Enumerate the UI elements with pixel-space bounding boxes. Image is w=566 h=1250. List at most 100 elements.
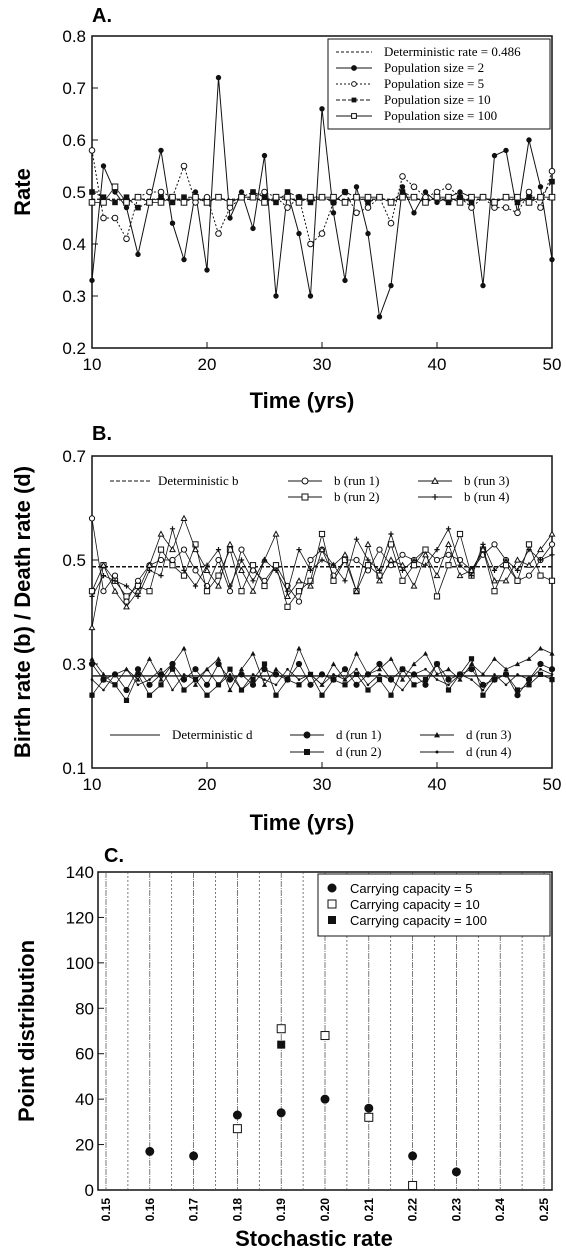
data-point bbox=[112, 578, 118, 584]
data-point bbox=[295, 577, 303, 584]
data-point bbox=[378, 673, 381, 676]
x-tick-label: 0.16 bbox=[143, 1198, 157, 1222]
x-tick-label: 10 bbox=[83, 775, 102, 794]
panel-a-series bbox=[88, 74, 556, 320]
data-point bbox=[100, 163, 107, 169]
data-point bbox=[100, 671, 107, 677]
data-point bbox=[525, 199, 533, 206]
data-point bbox=[388, 531, 394, 537]
data-point bbox=[502, 562, 510, 569]
data-point bbox=[180, 514, 188, 521]
data-point bbox=[550, 673, 554, 676]
data-point bbox=[503, 557, 509, 563]
data-point bbox=[526, 547, 532, 553]
data-point bbox=[134, 587, 142, 594]
data-point bbox=[353, 193, 360, 201]
data-point bbox=[364, 540, 372, 547]
data-point bbox=[318, 545, 326, 553]
data-point bbox=[146, 567, 153, 573]
data-point bbox=[284, 193, 291, 201]
data-point bbox=[537, 545, 544, 553]
data-point bbox=[307, 556, 314, 564]
data-point bbox=[330, 193, 337, 201]
data-point bbox=[447, 683, 450, 687]
data-point bbox=[399, 193, 406, 201]
data-point bbox=[433, 193, 441, 201]
data-point bbox=[410, 183, 418, 191]
data-point bbox=[456, 199, 464, 206]
data-point bbox=[111, 587, 119, 594]
data-point bbox=[320, 1094, 330, 1104]
data-point bbox=[232, 1110, 242, 1120]
panel-b-deterministic-lines bbox=[92, 566, 552, 677]
data-point bbox=[182, 673, 186, 676]
data-point bbox=[537, 572, 544, 579]
data-point bbox=[226, 676, 234, 683]
data-point bbox=[89, 277, 95, 284]
data-point bbox=[276, 1024, 286, 1034]
data-point bbox=[320, 1031, 330, 1041]
data-point bbox=[228, 673, 232, 676]
data-point bbox=[263, 678, 266, 681]
data-point bbox=[353, 184, 360, 190]
data-point bbox=[365, 557, 371, 563]
data-point bbox=[238, 557, 245, 563]
data-point bbox=[180, 572, 188, 579]
data-point bbox=[332, 673, 335, 676]
data-point bbox=[388, 656, 394, 661]
legend-label: Carrying capacity = 10 bbox=[350, 897, 480, 912]
data-point bbox=[250, 651, 256, 656]
data-point bbox=[249, 562, 257, 569]
data-point bbox=[261, 152, 268, 159]
data-point bbox=[203, 588, 211, 595]
data-point bbox=[364, 204, 372, 211]
data-point bbox=[215, 547, 222, 553]
data-point bbox=[111, 214, 119, 222]
data-point bbox=[192, 666, 199, 673]
data-point bbox=[238, 193, 245, 201]
data-point bbox=[479, 193, 487, 201]
data-point bbox=[526, 194, 532, 200]
data-point bbox=[445, 666, 452, 672]
x-tick-label: 0.25 bbox=[537, 1198, 551, 1222]
data-point bbox=[376, 677, 383, 683]
data-point bbox=[169, 526, 176, 532]
data-point bbox=[203, 566, 211, 573]
y-tick-label: 120 bbox=[66, 908, 94, 927]
data-point bbox=[343, 678, 347, 681]
data-point bbox=[525, 541, 533, 548]
data-point bbox=[146, 199, 153, 206]
data-point bbox=[89, 593, 95, 599]
data-point bbox=[537, 184, 544, 190]
data-point bbox=[549, 256, 555, 263]
panel-c-y-ticks: 0 20 40 60 80 100 120 140 bbox=[66, 863, 104, 1200]
birth-series-2 bbox=[88, 530, 556, 610]
data-point bbox=[456, 571, 464, 579]
data-point bbox=[341, 199, 349, 206]
data-point bbox=[330, 661, 337, 667]
data-point bbox=[113, 673, 117, 676]
data-point bbox=[527, 678, 531, 681]
legend-label: Population size = 10 bbox=[384, 92, 491, 107]
x-tick-label: 0.21 bbox=[362, 1198, 376, 1222]
data-point bbox=[318, 230, 326, 237]
data-point bbox=[286, 667, 289, 671]
data-point bbox=[135, 671, 141, 677]
panel-a-label: A. bbox=[92, 5, 112, 27]
data-point bbox=[445, 562, 452, 569]
data-point bbox=[112, 189, 118, 195]
data-point bbox=[215, 193, 222, 201]
data-point bbox=[296, 547, 302, 553]
data-point bbox=[295, 199, 303, 206]
data-point bbox=[387, 541, 395, 548]
data-point bbox=[146, 692, 153, 698]
data-point bbox=[296, 194, 302, 200]
data-point bbox=[410, 562, 418, 569]
data-point bbox=[549, 178, 555, 185]
legend-label: Carrying capacity = 100 bbox=[350, 913, 487, 928]
series-line bbox=[91, 181, 553, 209]
data-point bbox=[238, 566, 245, 573]
data-point bbox=[445, 551, 452, 558]
